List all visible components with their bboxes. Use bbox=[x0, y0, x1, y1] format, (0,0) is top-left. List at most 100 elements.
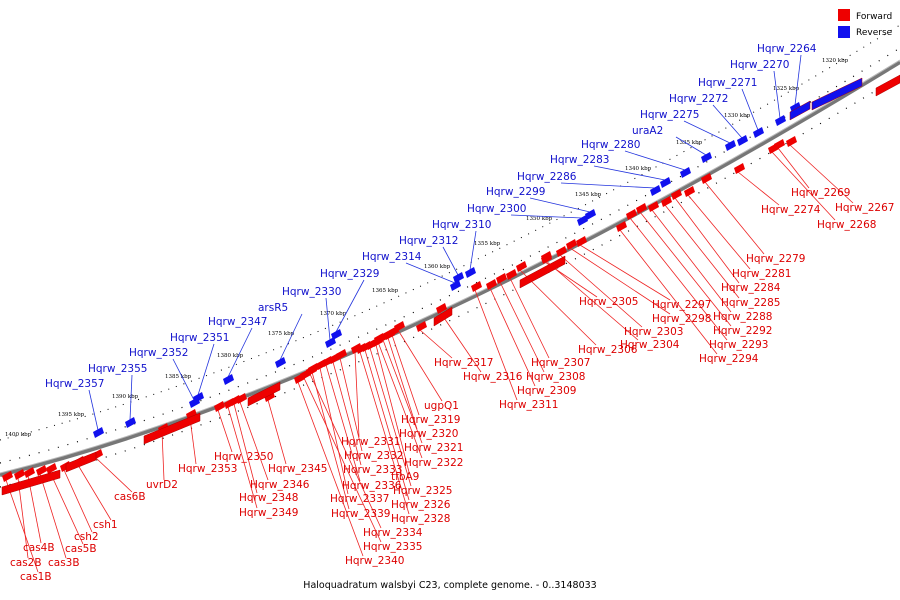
forward-gene-label[interactable]: Hqrw_2339 bbox=[331, 508, 390, 520]
reverse-gene-label[interactable]: Hqrw_2264 bbox=[757, 43, 817, 55]
forward-gene-label[interactable]: Hqrw_2320 bbox=[399, 428, 458, 440]
forward-gene-feature[interactable] bbox=[636, 203, 647, 214]
forward-gene-label[interactable]: Hqrw_2322 bbox=[404, 457, 463, 469]
forward-gene-label[interactable]: Hqrw_2340 bbox=[345, 555, 404, 567]
reverse-gene-feature[interactable] bbox=[125, 417, 136, 428]
gene-block-feature[interactable] bbox=[789, 100, 811, 121]
forward-gene-feature[interactable] bbox=[616, 221, 627, 232]
reverse-gene-feature[interactable] bbox=[325, 337, 336, 348]
gene-block-feature[interactable] bbox=[519, 255, 566, 289]
reverse-gene-label[interactable]: Hqrw_2280 bbox=[581, 139, 640, 151]
forward-gene-label[interactable]: uvrD2 bbox=[146, 479, 178, 491]
forward-gene-label[interactable]: Hqrw_2306 bbox=[578, 344, 638, 356]
reverse-gene-feature[interactable] bbox=[650, 185, 661, 196]
reverse-gene-feature[interactable] bbox=[223, 374, 234, 385]
reverse-gene-label[interactable]: Hqrw_2330 bbox=[282, 286, 341, 298]
forward-gene-label[interactable]: Hqrw_2319 bbox=[401, 414, 460, 426]
gene-block-feature[interactable] bbox=[1, 469, 61, 496]
forward-gene-feature[interactable] bbox=[46, 463, 57, 474]
forward-gene-label[interactable]: Hqrw_2281 bbox=[732, 268, 791, 280]
forward-gene-feature[interactable] bbox=[351, 343, 362, 354]
forward-gene-label[interactable]: Hqrw_2317 bbox=[434, 357, 493, 369]
reverse-gene-label[interactable]: Hqrw_2314 bbox=[362, 251, 422, 263]
forward-gene-feature[interactable] bbox=[684, 186, 695, 197]
forward-gene-feature[interactable] bbox=[506, 269, 517, 280]
forward-gene-feature[interactable] bbox=[556, 246, 567, 257]
gene-block-feature[interactable] bbox=[811, 77, 863, 111]
gene-block-feature[interactable] bbox=[875, 74, 900, 97]
forward-gene-label[interactable]: Hqrw_2336 bbox=[342, 480, 402, 492]
forward-gene-feature[interactable] bbox=[224, 398, 235, 409]
reverse-gene-feature[interactable] bbox=[450, 280, 461, 291]
forward-gene-feature[interactable] bbox=[471, 281, 482, 292]
forward-gene-label[interactable]: Hqrw_2288 bbox=[713, 311, 772, 323]
forward-gene-label[interactable]: Hqrw_2321 bbox=[404, 442, 463, 454]
forward-gene-feature[interactable] bbox=[768, 143, 779, 154]
forward-gene-feature[interactable] bbox=[626, 209, 637, 220]
forward-gene-feature[interactable] bbox=[661, 196, 672, 207]
forward-gene-label[interactable]: Hqrw_2293 bbox=[709, 339, 768, 351]
forward-gene-feature[interactable] bbox=[214, 401, 225, 412]
forward-gene-label[interactable]: Hqrw_2303 bbox=[624, 326, 683, 338]
reverse-gene-feature[interactable] bbox=[585, 209, 596, 220]
forward-gene-label[interactable]: Hqrw_2304 bbox=[620, 339, 680, 351]
forward-gene-label[interactable]: csh2 bbox=[74, 531, 99, 543]
forward-gene-label[interactable]: Hqrw_2308 bbox=[526, 371, 585, 383]
forward-gene-label[interactable]: Hqrw_2350 bbox=[214, 451, 273, 463]
forward-gene-label[interactable]: csh1 bbox=[93, 519, 118, 531]
forward-gene-feature[interactable] bbox=[316, 359, 327, 370]
forward-gene-label[interactable]: cas1B bbox=[20, 571, 52, 583]
reverse-gene-feature[interactable] bbox=[93, 427, 104, 438]
forward-gene-label[interactable]: Hqrw_2298 bbox=[652, 313, 711, 325]
forward-gene-label[interactable]: Hqrw_2345 bbox=[268, 463, 327, 475]
reverse-gene-label[interactable]: Hqrw_2300 bbox=[467, 203, 526, 215]
reverse-gene-feature[interactable] bbox=[189, 397, 200, 408]
forward-gene-label[interactable]: cas4B bbox=[23, 542, 55, 554]
forward-gene-label[interactable]: Hqrw_2316 bbox=[463, 371, 523, 383]
reverse-gene-feature[interactable] bbox=[737, 135, 748, 146]
gene-block-feature[interactable] bbox=[143, 412, 201, 445]
forward-gene-label[interactable]: Hqrw_2346 bbox=[250, 479, 310, 491]
forward-gene-feature[interactable] bbox=[671, 189, 682, 200]
gene-block-feature[interactable] bbox=[433, 306, 453, 327]
forward-gene-label[interactable]: ugpQ1 bbox=[424, 400, 459, 412]
forward-gene-label[interactable]: Hqrw_2305 bbox=[579, 296, 638, 308]
forward-gene-label[interactable]: Hqrw_2326 bbox=[391, 499, 451, 511]
reverse-gene-label[interactable]: Hqrw_2329 bbox=[320, 268, 379, 280]
forward-gene-feature[interactable] bbox=[36, 465, 47, 476]
forward-gene-label[interactable]: Hqrw_2284 bbox=[721, 282, 781, 294]
reverse-gene-feature[interactable] bbox=[775, 115, 786, 126]
reverse-gene-label[interactable]: arsR5 bbox=[258, 302, 288, 314]
forward-gene-feature[interactable] bbox=[294, 373, 305, 384]
reverse-gene-label[interactable]: Hqrw_2347 bbox=[208, 316, 267, 328]
forward-gene-label[interactable]: cas5B bbox=[65, 543, 97, 555]
forward-gene-label[interactable]: tfbA9 bbox=[391, 471, 419, 483]
forward-gene-label[interactable]: cas3B bbox=[48, 557, 80, 569]
forward-gene-label[interactable]: Hqrw_2325 bbox=[393, 485, 452, 497]
forward-gene-label[interactable]: Hqrw_2267 bbox=[835, 202, 894, 214]
forward-gene-label[interactable]: Hqrw_2297 bbox=[652, 299, 711, 311]
forward-gene-label[interactable]: cas2B bbox=[10, 557, 42, 569]
forward-gene-label[interactable]: Hqrw_2307 bbox=[531, 357, 590, 369]
reverse-gene-feature[interactable] bbox=[753, 127, 764, 138]
reverse-gene-label[interactable]: uraA2 bbox=[632, 125, 663, 137]
reverse-gene-label[interactable]: Hqrw_2299 bbox=[486, 186, 545, 198]
forward-gene-label[interactable]: Hqrw_2269 bbox=[791, 187, 850, 199]
forward-gene-label[interactable]: Hqrw_2279 bbox=[746, 253, 805, 265]
forward-gene-label[interactable]: Hqrw_2331 bbox=[341, 436, 400, 448]
reverse-gene-feature[interactable] bbox=[660, 177, 671, 188]
reverse-gene-label[interactable]: Hqrw_2271 bbox=[698, 77, 757, 89]
forward-gene-label[interactable]: Hqrw_2353 bbox=[178, 463, 237, 475]
forward-gene-feature[interactable] bbox=[566, 239, 577, 250]
reverse-gene-label[interactable]: Hqrw_2352 bbox=[129, 347, 188, 359]
forward-gene-feature[interactable] bbox=[436, 303, 447, 314]
gene-block-feature[interactable] bbox=[247, 381, 281, 407]
reverse-gene-feature[interactable] bbox=[680, 167, 691, 178]
reverse-gene-label[interactable]: Hqrw_2351 bbox=[170, 332, 229, 344]
forward-gene-label[interactable]: Hqrw_2349 bbox=[239, 507, 298, 519]
forward-gene-label[interactable]: Hqrw_2337 bbox=[330, 493, 389, 505]
forward-gene-label[interactable]: Hqrw_2333 bbox=[343, 464, 402, 476]
forward-gene-feature[interactable] bbox=[14, 469, 25, 480]
forward-gene-label[interactable]: Hqrw_2309 bbox=[517, 385, 576, 397]
reverse-gene-feature[interactable] bbox=[453, 272, 464, 283]
